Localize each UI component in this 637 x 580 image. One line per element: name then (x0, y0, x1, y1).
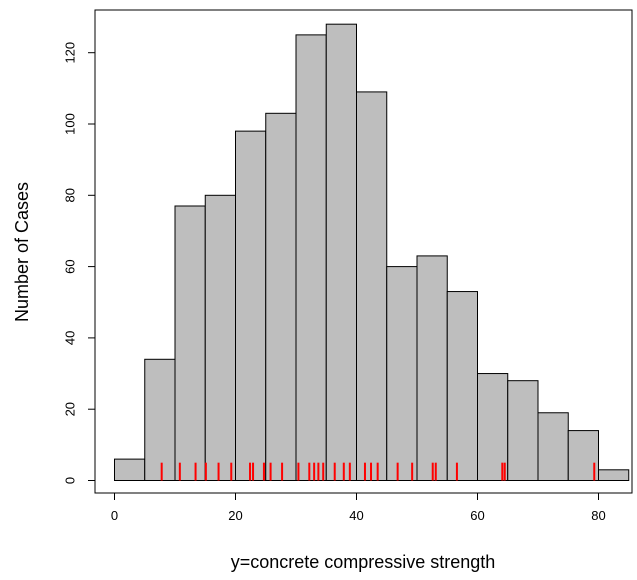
histogram-bar (235, 130, 267, 481)
rug-marks (160, 462, 596, 481)
histogram-bar (204, 194, 236, 482)
x-axis: 0 20 40 60 80 (111, 492, 606, 523)
histogram-bar (295, 34, 327, 481)
histogram-bar (325, 23, 357, 482)
x-tick-label: 40 (349, 508, 363, 523)
x-tick-label: 60 (470, 508, 484, 523)
x-tick-label: 80 (591, 508, 605, 523)
y-tick-label: 100 (63, 113, 78, 135)
x-tick-label: 20 (228, 508, 242, 523)
histogram-bar (507, 380, 539, 481)
histogram-bar (144, 358, 176, 482)
x-tick-label: 0 (111, 508, 118, 523)
y-tick-label: 80 (63, 188, 78, 202)
histogram-bar (598, 469, 630, 481)
histogram-bar (416, 255, 448, 481)
y-tick-label: 40 (63, 331, 78, 345)
y-axis: 0 20 40 60 80 100 120 (63, 42, 96, 484)
histogram-bar (265, 112, 297, 482)
y-tick-label: 60 (63, 259, 78, 273)
y-tick-label: 0 (63, 477, 78, 484)
histogram-bar (114, 458, 146, 481)
y-tick-label: 120 (63, 42, 78, 64)
x-axis-title: y=concrete compressive strength (231, 552, 496, 572)
histogram-bar (386, 266, 418, 481)
histogram-bar (446, 291, 478, 481)
histogram-bar (537, 412, 569, 482)
histogram-bars (114, 23, 630, 482)
y-tick-label: 20 (63, 402, 78, 416)
histogram-bar (356, 91, 388, 481)
histogram-bar (174, 205, 206, 481)
y-axis-title: Number of Cases (12, 182, 32, 322)
